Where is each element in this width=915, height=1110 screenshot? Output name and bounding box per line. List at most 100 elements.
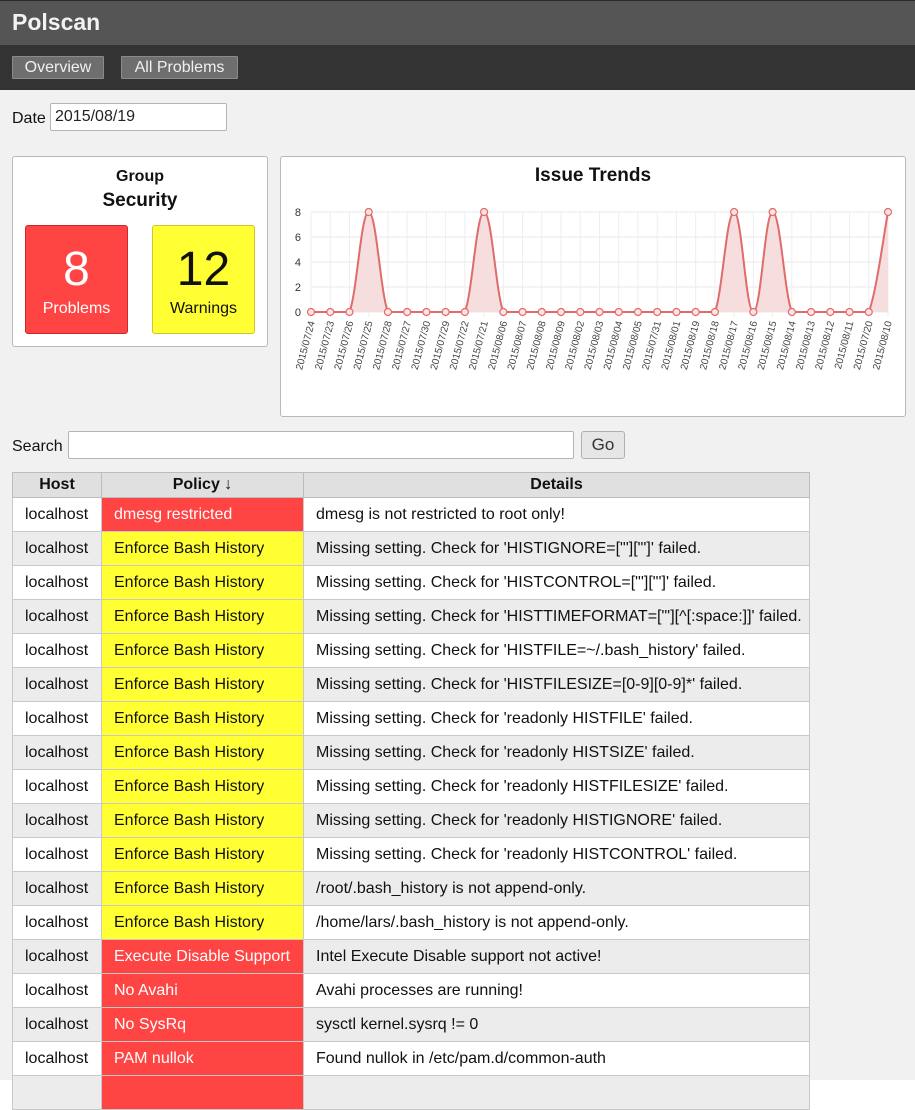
all-problems-button[interactable]: All Problems <box>121 56 238 79</box>
policy-cell: PAM nullok <box>101 1041 304 1076</box>
host-cell: localhost <box>12 497 102 532</box>
data-point <box>710 307 719 317</box>
details-column-header[interactable]: Details <box>303 472 810 498</box>
table-row: localhost Enforce Bash History Missing set… <box>12 599 810 634</box>
host-cell: localhost <box>12 735 102 770</box>
details-cell: /root/.bash_history is not append-only. <box>303 871 810 906</box>
problems-count-box[interactable]: 8 Problems <box>25 225 128 334</box>
policy-cell: Enforce Bash History <box>101 769 304 804</box>
data-point <box>633 307 643 317</box>
nav-bar: Overview All Problems <box>0 45 915 90</box>
group-name: Security <box>102 190 178 211</box>
details-cell: dmesg is not restricted to root only! <box>303 497 810 532</box>
data-point <box>403 307 412 317</box>
details-cell: Missing setting. Check for 'HISTFILE=~/.… <box>303 633 810 668</box>
host-column-header[interactable]: Host <box>12 472 102 498</box>
results-table: Host Policy ↓ Details localhost dmesg res… <box>12 472 810 1110</box>
data-point <box>383 307 393 317</box>
warnings-count-box[interactable]: 12 Warnings <box>152 225 255 334</box>
details-cell: Missing setting. Check for 'readonly HIS… <box>303 735 810 770</box>
data-point <box>364 207 373 217</box>
y-tick-label: 2 <box>295 282 301 294</box>
details-cell: Missing setting. Check for 'HISTFILESIZE… <box>303 667 810 702</box>
series-area <box>311 212 888 312</box>
table-row: localhost Enforce Bash History Missing set… <box>12 633 810 668</box>
details-cell: /home/lars/.bash_history is not append-o… <box>303 905 810 940</box>
host-cell: localhost <box>12 531 102 566</box>
issue-trends-panel: 0 2 4 6 8 2015/07/24 2015/07/23 2015/07/26 2015/… <box>280 156 906 417</box>
app-header: Polscan <box>0 0 915 45</box>
table-row: localhost PAM nullok Found nullok in /etc/… <box>12 1041 810 1076</box>
table-row: localhost No Avahi Avahi processes are run… <box>12 973 810 1008</box>
table-row: localhost No SysRq sysctl kernel.sysrq != … <box>12 1007 810 1042</box>
host-cell <box>12 1075 102 1110</box>
table-row: localhost Enforce Bash History Missing set… <box>12 803 810 838</box>
data-point <box>422 307 431 317</box>
table-row: localhost Enforce Bash History Missing set… <box>12 667 810 702</box>
details-cell: Missing setting. Check for 'HISTCONTROL=… <box>303 565 810 600</box>
policy-cell: No Avahi <box>101 973 304 1008</box>
data-point <box>345 307 354 317</box>
policy-cell: Enforce Bash History <box>101 803 304 838</box>
data-point <box>556 307 566 317</box>
go-button[interactable]: Go <box>581 431 625 459</box>
data-point <box>864 307 873 317</box>
data-point <box>768 207 777 217</box>
date-input[interactable] <box>50 103 227 131</box>
issue-trends-chart: 024682015/07/242015/07/232015/07/262015/… <box>294 207 895 371</box>
y-tick-label: 4 <box>295 257 301 269</box>
data-point <box>595 307 604 317</box>
policy-column-header[interactable]: Policy ↓ <box>101 472 304 498</box>
app-title: Polscan <box>12 9 101 35</box>
search-input[interactable] <box>68 431 574 459</box>
data-point <box>653 307 662 317</box>
problems-label: Problems <box>42 300 111 317</box>
table-header-row: Host Policy ↓ Details <box>12 472 810 498</box>
data-point <box>460 307 469 317</box>
policy-cell: Enforce Bash History <box>101 667 304 702</box>
data-point <box>518 307 527 317</box>
data-point <box>480 207 489 217</box>
policy-cell: Execute Disable Support <box>101 939 304 974</box>
details-cell: Avahi processes are running! <box>303 973 810 1008</box>
policy-cell: Enforce Bash History <box>101 701 304 736</box>
chart-title: Issue Trends <box>534 165 652 186</box>
table-row: localhost Enforce Bash History Missing set… <box>12 701 810 736</box>
search-label: Search <box>12 438 63 455</box>
data-point <box>806 307 816 317</box>
host-cell: localhost <box>12 769 102 804</box>
policy-cell <box>101 1075 304 1110</box>
table-row: localhost Execute Disable Support Intel Ex… <box>12 939 810 974</box>
data-point <box>749 307 758 317</box>
host-cell: localhost <box>12 701 102 736</box>
policy-cell: dmesg restricted <box>101 497 304 532</box>
table-row: localhost Enforce Bash History Missing set… <box>12 837 810 872</box>
warnings-label: Warnings <box>170 300 237 317</box>
data-point <box>326 307 335 317</box>
overview-button[interactable]: Overview <box>12 56 104 79</box>
details-cell: Missing setting. Check for 'readonly HIS… <box>303 803 810 838</box>
table-row: localhost Enforce Bash History Missing set… <box>12 735 810 770</box>
details-cell: Missing setting. Check for 'readonly HIS… <box>303 769 810 804</box>
date-label: Date <box>12 110 46 127</box>
data-point <box>441 307 450 317</box>
group-summary-panel: Group Security 8 Problems 12 Warnings <box>12 156 268 347</box>
details-cell: Missing setting. Check for 'HISTIGNORE=[… <box>303 531 810 566</box>
host-cell: localhost <box>12 871 102 906</box>
data-point <box>672 307 681 317</box>
problems-count: 8 <box>63 243 90 296</box>
details-cell: Found nullok in /etc/pam.d/common-auth <box>303 1041 810 1076</box>
policy-cell: Enforce Bash History <box>101 565 304 600</box>
data-point <box>883 207 893 217</box>
policy-cell: Enforce Bash History <box>101 905 304 940</box>
host-cell: localhost <box>12 565 102 600</box>
host-cell: localhost <box>12 599 102 634</box>
host-cell: localhost <box>12 939 102 974</box>
main-content: Date Group Security 8 Problems 12 Warnin… <box>0 90 915 1110</box>
data-point <box>576 307 585 317</box>
details-cell <box>303 1075 810 1110</box>
host-cell: localhost <box>12 633 102 668</box>
table-row: localhost dmesg restricted dmesg is not re… <box>12 497 810 532</box>
table-row: localhost Enforce Bash History Missing set… <box>12 565 810 600</box>
policy-cell: Enforce Bash History <box>101 837 304 872</box>
